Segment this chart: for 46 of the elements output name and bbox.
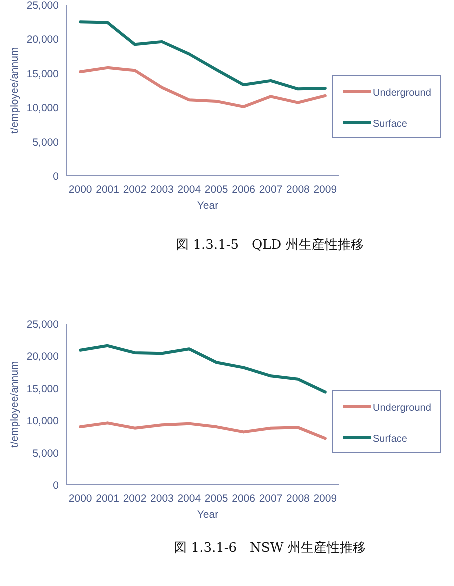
x-tick-label: 2005 [204, 184, 228, 196]
y-tick-label: 0 [53, 171, 60, 183]
x-tick-label: 2003 [150, 493, 174, 505]
x-tick-label: 2005 [204, 493, 228, 505]
x-tick-label: 2001 [96, 184, 120, 196]
x-tick-label: 2004 [178, 493, 202, 505]
line-series [79, 66, 327, 108]
x-tick-label: 2007 [259, 493, 283, 505]
x-tick-label: 2001 [96, 493, 120, 505]
x-tick-label: 2009 [314, 184, 338, 196]
line-series [79, 20, 327, 91]
line-series [79, 422, 327, 440]
x-tick-label: 2000 [68, 493, 92, 505]
y-tick-label: 0 [53, 480, 60, 492]
x-tick-label: 2003 [150, 184, 174, 196]
x-axis-title: Year [197, 509, 220, 521]
x-tick-label: 2006 [232, 493, 256, 505]
x-tick-label: 2002 [123, 493, 147, 505]
text: 図 1.3.1-5 QLD 州生産性推移 [176, 237, 364, 253]
x-tick-label: 2009 [314, 493, 338, 505]
y-tick-label: 10,000 [26, 102, 60, 115]
y-tick-label: 20,000 [26, 34, 60, 46]
legend-label: Surface [373, 119, 408, 130]
y-tick-label: 15,000 [26, 383, 60, 396]
text: 図 1.3.1-6 NSW 州生産性推移 [174, 540, 366, 556]
legend-label: Underground [373, 403, 432, 414]
legend-label: Underground [373, 88, 432, 99]
y-tick-label: 15,000 [26, 68, 60, 80]
x-axis-title: Year [197, 200, 220, 212]
legend-label: Surface [373, 434, 408, 445]
line-series [79, 344, 327, 394]
y-tick-label: 20,000 [26, 351, 60, 364]
y-tick-label: 25,000 [26, 319, 60, 331]
y-tick-label: 25,000 [26, 0, 60, 12]
x-tick-label: 2008 [286, 493, 310, 505]
x-tick-label: 2006 [232, 184, 256, 196]
y-tick-label: 5,000 [32, 448, 60, 460]
y-axis-title: t/employee/annum [9, 361, 21, 448]
x-tick-label: 2004 [178, 184, 202, 196]
x-tick-label: 2008 [286, 184, 310, 196]
x-tick-label: 2002 [123, 184, 147, 196]
y-axis-title: t/employee/annum [9, 47, 21, 134]
y-tick-label: 10,000 [26, 416, 60, 428]
y-tick-label: 5,000 [32, 136, 60, 149]
x-tick-label: 2000 [68, 184, 92, 196]
x-tick-label: 2007 [259, 184, 283, 196]
